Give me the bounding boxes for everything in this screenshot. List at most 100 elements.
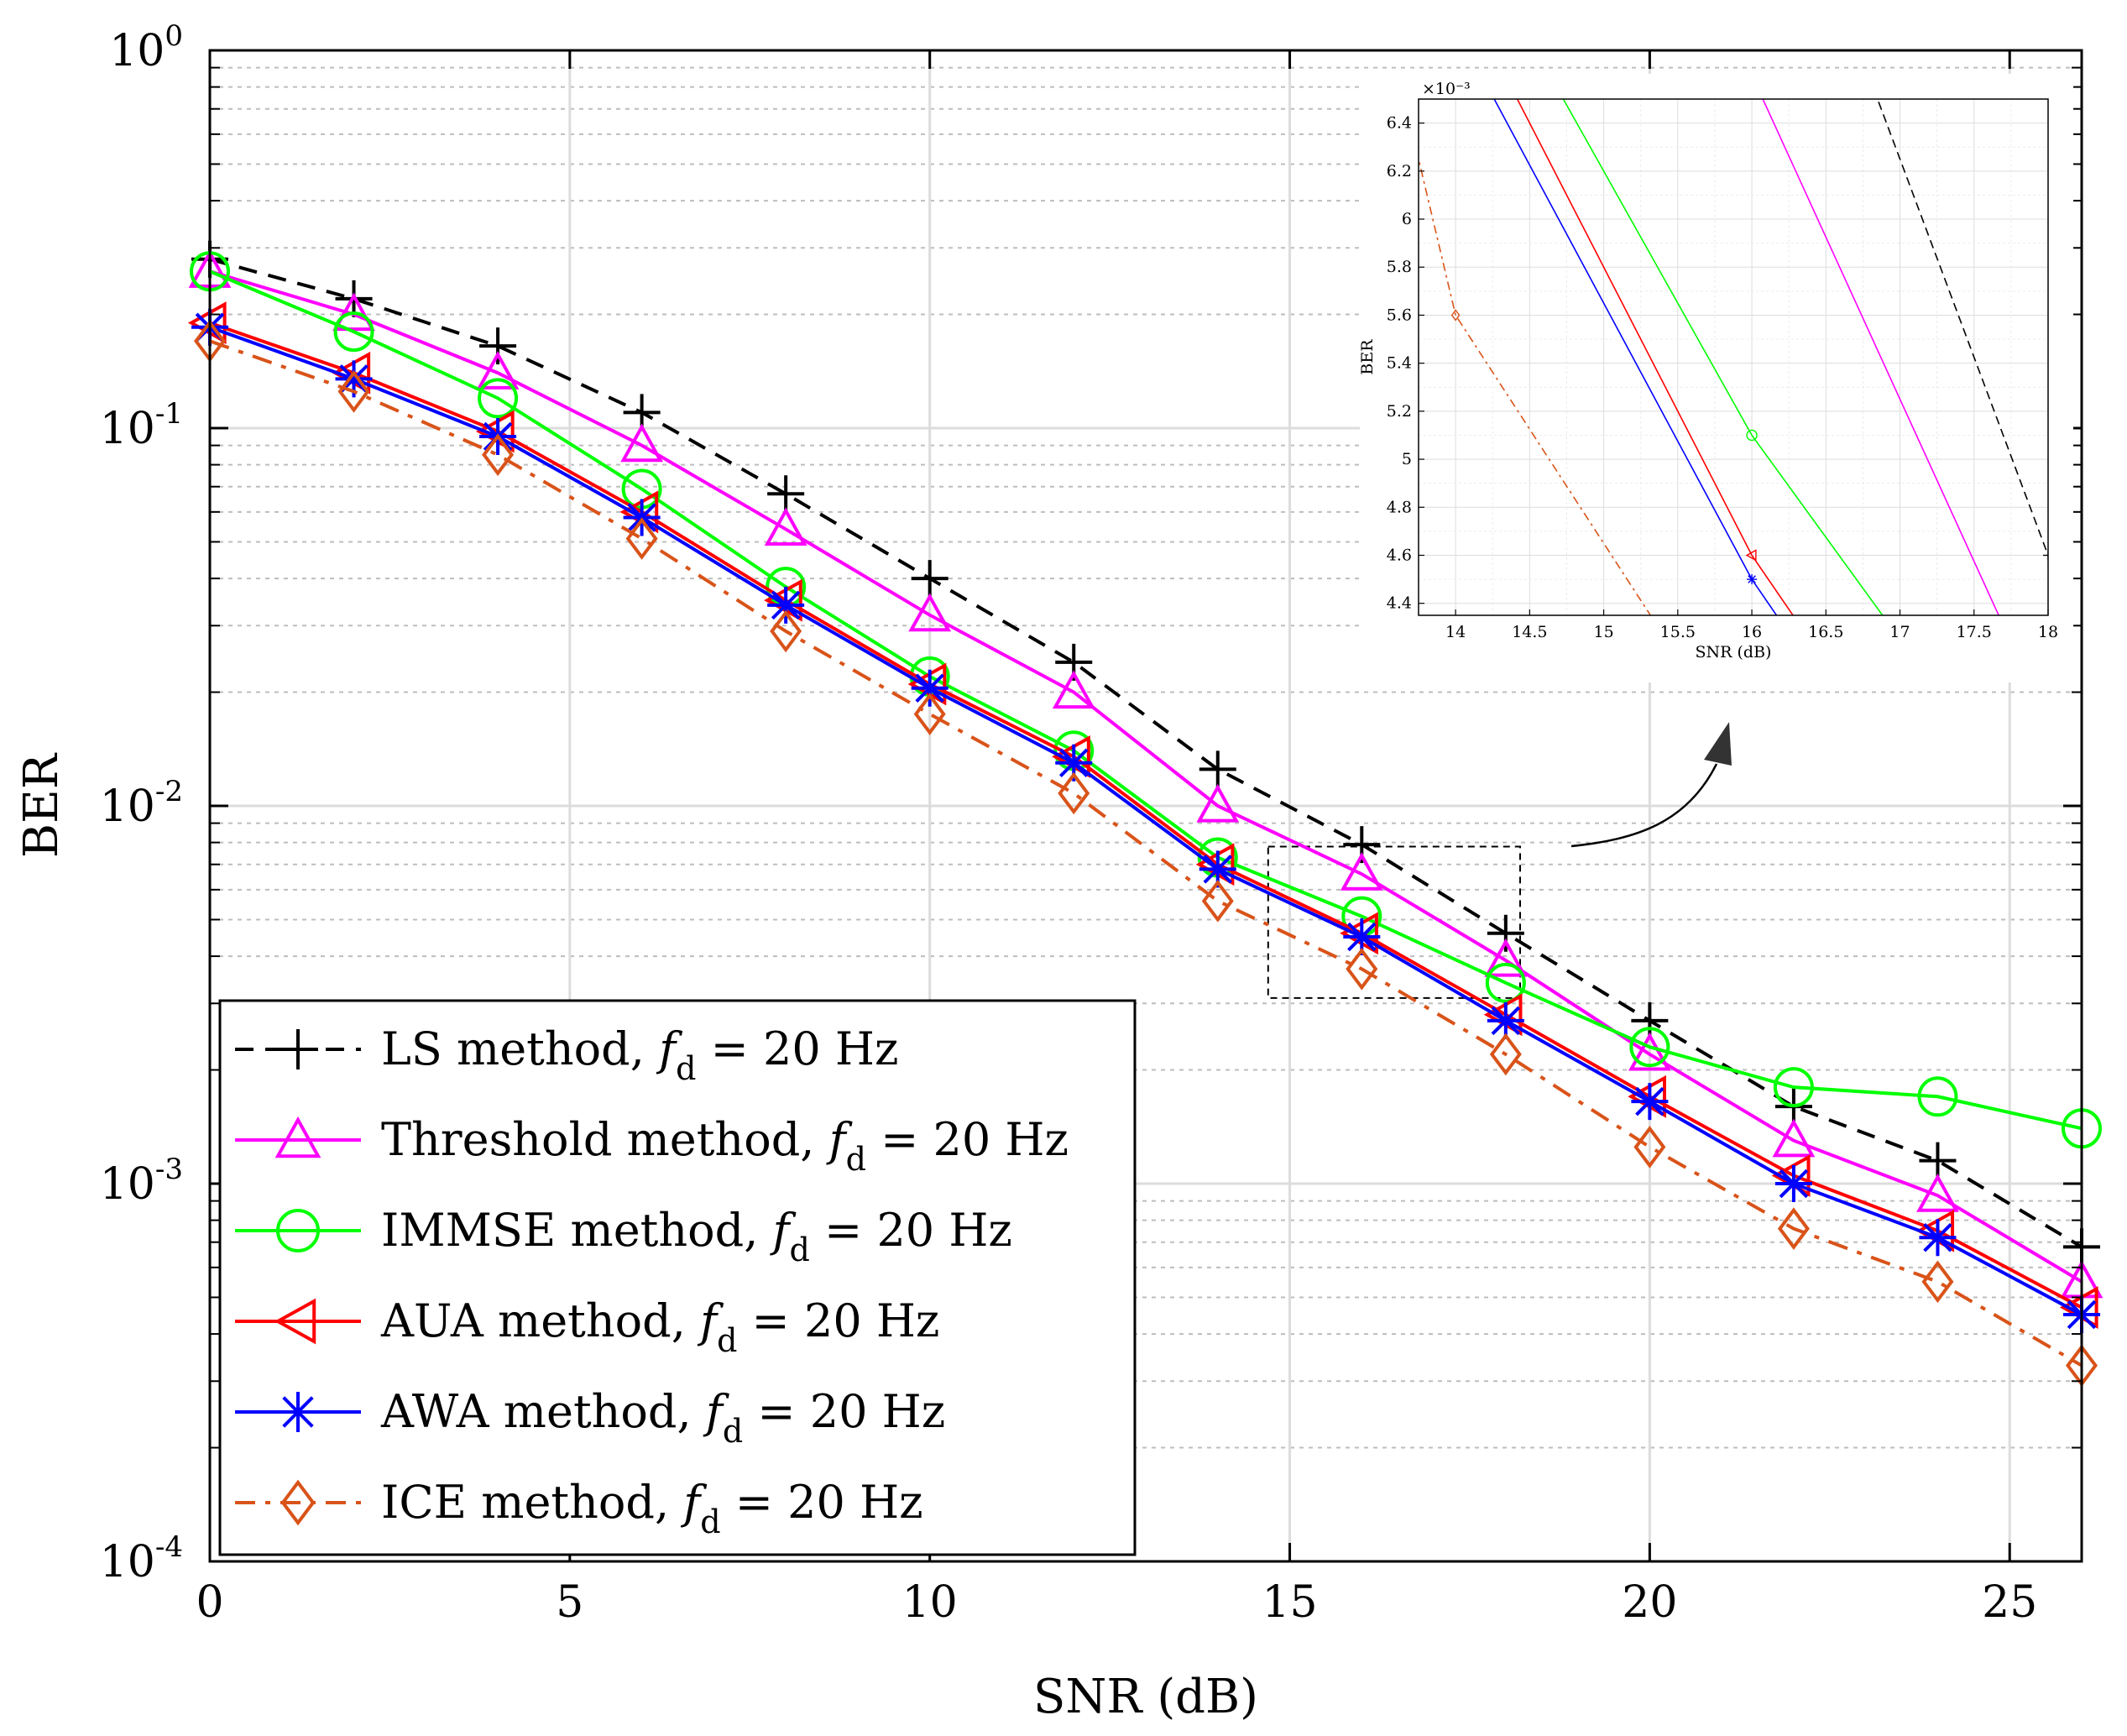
y-tick-label: 10-1	[100, 397, 183, 454]
series-marker	[1484, 938, 1528, 977]
series-marker	[767, 586, 805, 624]
marker-triangle-up	[332, 292, 375, 332]
series-marker	[1199, 750, 1236, 788]
marker-asterisk-d2	[915, 673, 944, 703]
series-marker	[1747, 574, 1758, 585]
y-tick-label: 10-3	[100, 1153, 183, 1210]
marker-diamond	[280, 1479, 316, 1526]
marker-asterisk-d2	[1779, 1169, 1809, 1199]
y-tick-label: 10-2	[100, 775, 183, 832]
inset-x-tick-label: 16.5	[1808, 623, 1843, 641]
marker-asterisk-d2	[1203, 855, 1233, 884]
marker-diamond	[1633, 1126, 1666, 1169]
series-marker	[764, 578, 802, 622]
series-marker	[764, 507, 807, 546]
inset-x-axis-title: SNR (dB)	[1696, 643, 1772, 661]
series-line	[209, 269, 2083, 1131]
inset-y-tick-label: 4.8	[1387, 498, 1412, 516]
legend: LS method, fd = 20 Hz Threshold method, f…	[218, 999, 1137, 1556]
legend-entry: AWA method, fd = 20 Hz	[235, 1385, 945, 1450]
series-marker	[767, 475, 805, 513]
series-marker	[280, 1479, 316, 1526]
series-marker	[1487, 1001, 1524, 1039]
legend-label: Threshold method, fd = 20 Hz	[381, 1113, 1069, 1178]
marker-triangle-left	[187, 301, 227, 344]
series-marker	[1201, 879, 1234, 923]
inset-x-tick-label: 14.5	[1512, 623, 1547, 641]
marker-triangle-up	[1628, 1032, 1671, 1071]
series-marker	[478, 378, 519, 419]
series-marker	[1921, 1260, 1954, 1304]
legend-entry: ICE method, fd = 20 Hz	[235, 1476, 923, 1540]
inset-y-axis-title: BER	[1358, 339, 1377, 375]
series-marker	[1450, 309, 1461, 322]
inset-y-tick-label: 5.8	[1387, 258, 1412, 276]
inset-y-tick-label: 5	[1402, 450, 1412, 468]
marker-diamond	[482, 433, 515, 477]
legend-box	[218, 999, 1137, 1556]
series-marker	[1746, 429, 1758, 442]
marker-diamond	[1489, 1033, 1522, 1076]
marker-asterisk-d2	[1748, 575, 1756, 583]
series-marker	[1919, 1219, 1957, 1257]
series-marker	[276, 1209, 320, 1252]
series-marker	[907, 662, 947, 706]
zoom-rectangle	[1267, 845, 1522, 999]
marker-triangle-up	[1772, 1118, 1816, 1158]
series-marker	[1340, 912, 1378, 955]
marker-triangle-left	[1745, 549, 1757, 562]
marker-asterisk-d2	[1058, 748, 1089, 777]
marker-asterisk-d2	[771, 590, 801, 620]
marker-triangle-up	[274, 1116, 321, 1158]
legend-label: AWA method, fd = 20 Hz	[380, 1385, 945, 1450]
marker-triangle-up	[908, 593, 952, 632]
series-marker	[908, 593, 952, 632]
x-tick-label: 20	[1622, 1577, 1677, 1628]
marker-triangle-left	[907, 662, 947, 706]
series-marker	[1777, 1207, 1810, 1250]
marker-triangle-left	[1340, 912, 1378, 955]
inset-x-tick-label: 14	[1445, 623, 1466, 641]
marker-triangle-up	[1916, 1174, 1959, 1212]
legend-entry: AUA method, fd = 20 Hz	[235, 1294, 939, 1359]
marker-triangle-up	[1484, 938, 1528, 977]
series-marker	[625, 517, 658, 560]
marker-diamond	[337, 370, 370, 413]
series-awa-method	[191, 308, 2100, 1334]
marker-circle	[1746, 429, 1758, 442]
series-line	[209, 325, 2083, 1316]
series-line	[209, 269, 2083, 1284]
series-marker	[1489, 1033, 1522, 1076]
marker-triangle-up	[476, 351, 520, 390]
marker-circle	[276, 1209, 320, 1252]
series-marker	[1629, 1027, 1670, 1068]
inset-x-tick-label: 17	[1889, 623, 1910, 641]
inset-frame	[1418, 98, 2049, 616]
series-marker	[913, 693, 946, 735]
series-marker	[479, 327, 517, 365]
marker-triangle-left	[764, 578, 802, 622]
x-tick-label: 25	[1982, 1577, 2037, 1628]
marker-diamond	[913, 693, 946, 735]
series-line	[209, 321, 2083, 1310]
marker-diamond	[1777, 1207, 1810, 1250]
series-marker	[770, 609, 802, 653]
inset-y-tick-label: 6	[1402, 210, 1412, 228]
marker-circle	[1917, 1076, 1958, 1117]
series-marker	[1631, 1083, 1669, 1121]
series-marker	[1487, 914, 1524, 952]
marker-triangle-up	[1052, 670, 1095, 709]
marker-asterisk-d2	[282, 1396, 314, 1428]
legend-label: AUA method, fd = 20 Hz	[380, 1294, 939, 1359]
x-tick-label: 0	[196, 1577, 223, 1628]
inset-background	[1360, 74, 2073, 682]
marker-triangle-up	[620, 423, 664, 463]
legend-label: IMMSE method, fd = 20 Hz	[381, 1204, 1012, 1268]
inset-y-tick-label: 4.4	[1387, 594, 1412, 613]
series-marker	[1773, 1067, 1814, 1108]
inset-x-tick-label: 18	[2038, 623, 2058, 641]
series-marker	[1745, 549, 1757, 562]
marker-triangle-left	[274, 1298, 316, 1345]
series-marker	[1052, 670, 1095, 709]
